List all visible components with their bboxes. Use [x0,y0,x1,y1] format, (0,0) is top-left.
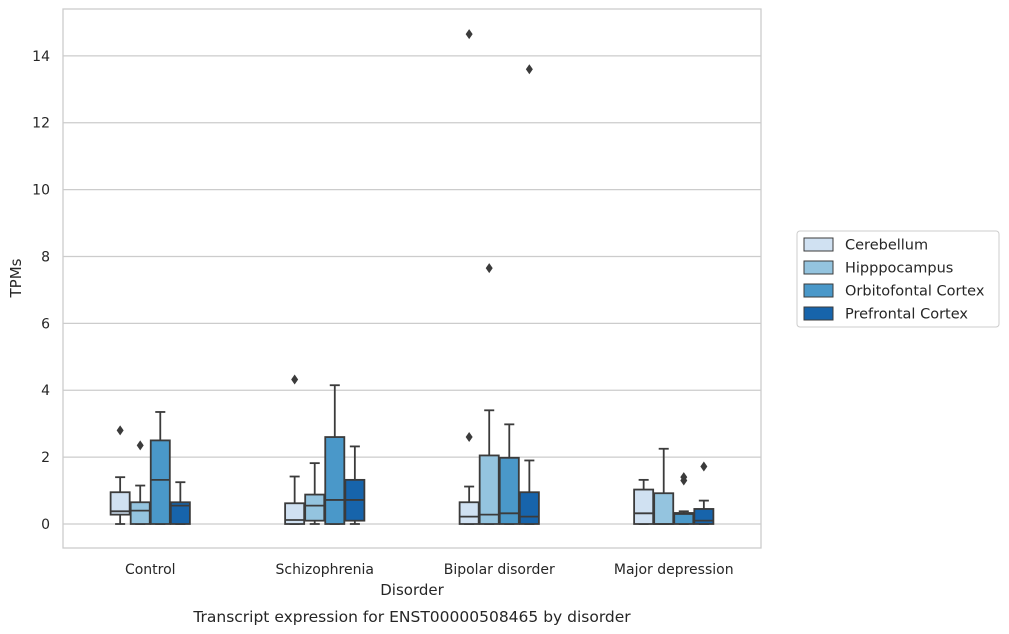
y-tick-label: 8 [41,249,50,265]
y-tick-label: 2 [41,450,50,466]
legend-swatch [803,260,834,275]
box-hipppocampus [304,462,326,525]
grid-lines [63,55,761,525]
y-tick-label: 0 [41,517,50,533]
box-iqr [109,491,131,516]
legend: Cerebellum Hipppocampus Orbitofontal Corte… [796,230,1000,328]
legend-swatch [803,306,834,321]
outlier-point [116,425,124,436]
x-tick-label: Bipolar disorder [444,562,555,578]
box-iqr [653,492,675,525]
box-orbitofontal-cortex [324,384,346,525]
box-cerebellum [284,374,306,525]
box-orbitofontal-cortex [673,472,695,525]
outlier-point [465,29,473,40]
box-prefrontal-cortex [518,64,540,525]
box-iqr [304,493,326,522]
box-cerebellum [458,29,480,525]
plot-frame [62,8,762,549]
legend-swatch [803,237,834,252]
x-axis-title: Disorder [380,581,444,599]
box-iqr [284,502,306,525]
y-tick-label: 12 [32,116,50,132]
outlier-point [680,472,688,483]
box-hipppocampus [478,263,500,525]
box-iqr [498,456,520,525]
box-iqr [633,488,655,525]
legend-frame [796,230,1000,328]
y-tick-labels: 0 2 4 6 8 10 12 14 [32,49,50,533]
box-cerebellum [109,425,131,525]
box-iqr [129,501,151,525]
y-tick-label: 14 [32,49,50,65]
legend-label: Orbitofontal Cortex [845,284,985,300]
outlier-point [485,263,493,274]
x-tick-label: Major depression [614,562,734,578]
x-tick-label: Control [125,562,176,578]
box-prefrontal-cortex [169,481,191,525]
legend-label: Prefrontal Cortex [845,307,968,323]
box-hipppocampus [653,447,675,525]
box-cerebellum [633,478,655,525]
box-orbitofontal-cortex [498,423,520,525]
box-iqr [518,491,540,525]
legend-label: Hipppocampus [845,261,953,277]
box-iqr [458,501,480,525]
boxes [109,29,715,525]
legend-swatch [803,283,834,298]
outlier-point [700,461,708,472]
y-tick-label: 6 [41,316,50,332]
outlier-point [525,64,533,75]
box-orbitofontal-cortex [149,411,171,525]
box-iqr [149,439,171,525]
box-iqr [478,454,500,525]
outlier-point [465,432,473,443]
outlier-point [136,440,144,451]
box-hipppocampus [129,440,151,525]
legend-label: Cerebellum [845,238,928,254]
box-iqr [673,512,695,525]
chart-caption: Transcript expression for ENST0000050846… [192,608,631,626]
y-tick-label: 4 [41,383,50,399]
box-prefrontal-cortex [693,461,715,525]
y-tick-label: 10 [32,183,50,199]
x-tick-label: Schizophrenia [276,562,374,578]
y-axis-title: TPMs [7,258,25,298]
x-tick-labels: Control Schizophrenia Bipolar disorder Majo… [125,562,734,578]
box-prefrontal-cortex [344,445,366,525]
box-iqr [169,501,191,525]
box-iqr [693,508,715,525]
outlier-point [291,374,299,385]
box-iqr [324,436,346,525]
